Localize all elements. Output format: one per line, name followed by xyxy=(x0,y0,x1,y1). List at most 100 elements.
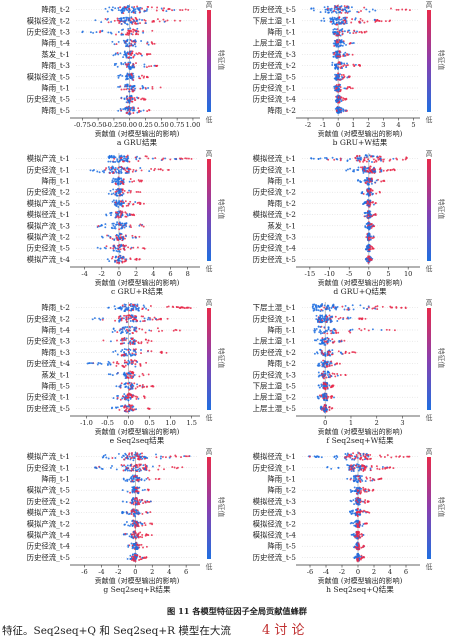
shap-point xyxy=(366,155,369,158)
shap-point xyxy=(166,19,169,22)
shap-point xyxy=(323,320,326,323)
shap-point xyxy=(382,160,385,163)
shap-point xyxy=(127,396,130,399)
shap-point xyxy=(130,21,133,24)
panel-f: 下层土湿_t-1历史径流_t-1降雨_t-1上层土湿_t-1历史径流_t-2降雨… xyxy=(253,298,446,445)
shap-point xyxy=(113,238,116,241)
shap-point xyxy=(338,11,341,14)
shap-point xyxy=(135,304,138,307)
shap-point xyxy=(119,222,122,225)
shap-point xyxy=(104,226,107,229)
panel-e: 降雨_t-2历史径流_t-2降雨_t-4历史径流_t-3降雨_t-3历史径流_t… xyxy=(27,298,226,445)
shap-point xyxy=(118,189,121,191)
shap-point xyxy=(353,65,356,68)
shap-point xyxy=(125,316,128,319)
shap-point xyxy=(338,97,341,100)
shap-point xyxy=(367,222,369,224)
shap-point xyxy=(135,318,138,321)
shap-point xyxy=(121,304,124,307)
shap-point xyxy=(401,8,404,11)
shap-point xyxy=(121,326,124,329)
shap-point xyxy=(127,169,130,172)
shap-point xyxy=(366,200,369,203)
shap-point xyxy=(114,168,117,171)
shap-point xyxy=(117,248,120,251)
shap-point xyxy=(130,480,133,483)
shap-point xyxy=(371,225,374,228)
shap-point xyxy=(138,476,141,479)
shap-point xyxy=(356,154,359,157)
shap-point xyxy=(126,6,129,9)
shap-point xyxy=(125,18,128,21)
shap-point xyxy=(128,9,131,12)
shap-point xyxy=(119,254,122,257)
shap-point xyxy=(131,98,134,101)
shap-point xyxy=(329,321,332,324)
shap-point xyxy=(116,221,119,224)
shap-point xyxy=(122,478,125,481)
shap-point xyxy=(408,455,411,458)
shap-point xyxy=(353,458,356,461)
shap-point xyxy=(371,201,374,204)
shap-point xyxy=(336,50,339,53)
shap-point xyxy=(143,522,146,525)
x-tick-label: -0.25 xyxy=(105,121,122,129)
shap-point xyxy=(157,318,160,321)
shap-point xyxy=(163,468,165,471)
shap-point xyxy=(384,20,387,23)
shap-point xyxy=(124,385,127,388)
shap-point xyxy=(118,408,121,411)
shap-point xyxy=(111,257,113,260)
shap-point xyxy=(395,8,398,11)
shap-point xyxy=(153,64,156,67)
x-tick-label: 0.50 xyxy=(154,121,169,129)
shap-point xyxy=(131,109,134,112)
feature-label: 模拟产流_t-2 xyxy=(27,233,70,242)
shap-point xyxy=(119,180,122,183)
shap-point xyxy=(136,5,139,8)
feature-label: 降雨_t-1 xyxy=(41,177,70,186)
shap-point xyxy=(183,307,186,310)
shap-point xyxy=(360,30,363,33)
shap-point xyxy=(381,305,384,308)
shap-point xyxy=(133,329,136,332)
shap-point xyxy=(134,201,137,203)
shap-point xyxy=(123,97,126,100)
shap-point xyxy=(339,159,342,162)
shap-point xyxy=(177,306,180,309)
shap-point xyxy=(128,478,131,481)
shap-point xyxy=(130,359,133,362)
shap-point xyxy=(140,315,143,318)
shap-point xyxy=(142,247,145,250)
shap-point xyxy=(368,160,371,162)
shap-point xyxy=(129,27,132,30)
shap-point xyxy=(114,178,116,181)
shap-point xyxy=(110,407,113,410)
shap-point xyxy=(127,62,130,65)
x-tick-label: 1 xyxy=(351,121,355,129)
shap-point xyxy=(136,512,139,515)
feature-label: 降雨_t-3 xyxy=(41,61,70,70)
shap-point xyxy=(317,317,320,319)
shap-point xyxy=(126,155,129,158)
feature-label: 历史径流_t-3 xyxy=(27,337,71,346)
shap-point xyxy=(338,101,341,104)
shap-point xyxy=(152,385,155,388)
shap-point xyxy=(104,453,107,456)
x-tick-label: -2 xyxy=(115,568,121,576)
shap-point xyxy=(134,12,137,15)
panel-caption: d GRU+Q结果 xyxy=(333,286,387,296)
shap-point xyxy=(324,317,326,320)
shap-point xyxy=(131,234,134,237)
feature-label: 降雨_t-1 xyxy=(267,28,296,37)
x-tick-label: 8 xyxy=(186,270,190,278)
shap-point xyxy=(143,306,146,309)
shap-point xyxy=(319,374,322,377)
feature-label: 模拟产流_t-4 xyxy=(27,255,71,264)
panel-caption: f Seq2seq+W结果 xyxy=(326,435,394,445)
shap-point xyxy=(353,479,356,482)
feature-label: 下层土湿_t-5 xyxy=(253,382,297,391)
shap-point xyxy=(128,42,131,45)
shap-point xyxy=(357,11,360,14)
shap-point xyxy=(125,160,128,162)
